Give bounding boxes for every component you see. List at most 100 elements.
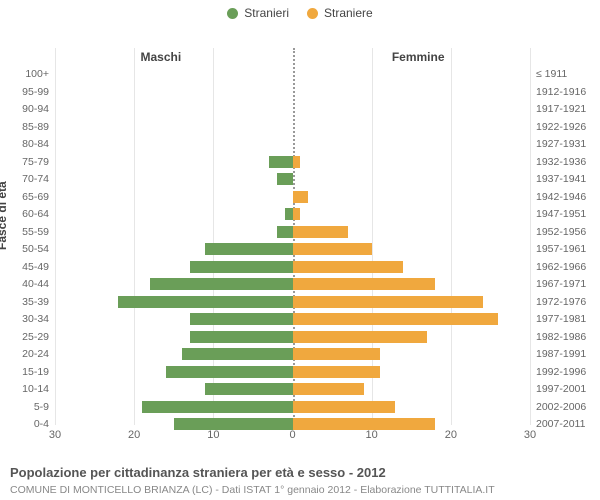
- column-header-male: Maschi: [141, 50, 182, 64]
- age-label: 70-74: [22, 171, 55, 187]
- age-label: 5-9: [34, 399, 55, 415]
- pyramid-row: 15-191992-1996: [55, 364, 530, 380]
- bar-male: [182, 348, 293, 360]
- birth-year-label: 1982-1986: [530, 329, 586, 345]
- birth-year-label: 1987-1991: [530, 346, 586, 362]
- bar-female: [293, 418, 436, 430]
- pyramid-row: 20-241987-1991: [55, 346, 530, 362]
- bar-male: [205, 383, 292, 395]
- legend: Stranieri Straniere: [0, 0, 600, 20]
- pyramid-row: 10-141997-2001: [55, 381, 530, 397]
- age-label: 35-39: [22, 294, 55, 310]
- legend-swatch-male: [227, 8, 238, 19]
- birth-year-label: 1942-1946: [530, 189, 586, 205]
- legend-item-male: Stranieri: [227, 6, 289, 20]
- birth-year-label: 1947-1951: [530, 206, 586, 222]
- age-label: 80-84: [22, 136, 55, 152]
- birth-year-label: 1937-1941: [530, 171, 586, 187]
- chart-title: Popolazione per cittadinanza straniera p…: [10, 465, 386, 480]
- age-label: 100+: [25, 66, 55, 82]
- birth-year-label: 1957-1961: [530, 241, 586, 257]
- age-label: 20-24: [22, 346, 55, 362]
- birth-year-label: 1952-1956: [530, 224, 586, 240]
- age-label: 85-89: [22, 119, 55, 135]
- bar-female: [293, 226, 348, 238]
- bar-female: [293, 313, 499, 325]
- pyramid-row: 25-291982-1986: [55, 329, 530, 345]
- pyramid-row: 50-541957-1961: [55, 241, 530, 257]
- bar-female: [293, 366, 380, 378]
- birth-year-label: 1912-1916: [530, 84, 586, 100]
- age-label: 15-19: [22, 364, 55, 380]
- birth-year-label: 1972-1976: [530, 294, 586, 310]
- bar-female: [293, 191, 309, 203]
- bar-female: [293, 243, 372, 255]
- y-axis-left-title: Fasce di età: [0, 181, 9, 250]
- chart-body: Maschi Femmine 3020100102030100+≤ 191195…: [55, 48, 530, 425]
- birth-year-label: 1997-2001: [530, 381, 586, 397]
- bar-male: [118, 296, 292, 308]
- pyramid-row: 95-991912-1916: [55, 84, 530, 100]
- bar-male: [205, 243, 292, 255]
- pyramid-row: 80-841927-1931: [55, 136, 530, 152]
- birth-year-label: 1967-1971: [530, 276, 586, 292]
- bar-male: [277, 173, 293, 185]
- legend-swatch-female: [307, 8, 318, 19]
- pyramid-row: 90-941917-1921: [55, 101, 530, 117]
- age-label: 25-29: [22, 329, 55, 345]
- birth-year-label: 1977-1981: [530, 311, 586, 327]
- column-header-female: Femmine: [392, 50, 445, 64]
- age-label: 40-44: [22, 276, 55, 292]
- bar-female: [293, 348, 380, 360]
- legend-label-male: Stranieri: [244, 6, 289, 20]
- pyramid-row: 85-891922-1926: [55, 119, 530, 135]
- pyramid-row: 60-641947-1951: [55, 206, 530, 222]
- birth-year-label: ≤ 1911: [530, 66, 567, 82]
- bar-male: [142, 401, 292, 413]
- pyramid-row: 0-42007-2011: [55, 416, 530, 432]
- pyramid-row: 55-591952-1956: [55, 224, 530, 240]
- bar-male: [190, 313, 293, 325]
- birth-year-label: 2007-2011: [530, 416, 585, 432]
- bar-male: [190, 261, 293, 273]
- bar-male: [269, 156, 293, 168]
- bar-male: [190, 331, 293, 343]
- pyramid-row: 35-391972-1976: [55, 294, 530, 310]
- bar-male: [174, 418, 293, 430]
- pyramid-row: 40-441967-1971: [55, 276, 530, 292]
- bar-female: [293, 278, 436, 290]
- age-label: 75-79: [22, 154, 55, 170]
- bar-male: [166, 366, 293, 378]
- bar-female: [293, 156, 301, 168]
- age-label: 0-4: [34, 416, 55, 432]
- pyramid-row: 100+≤ 1911: [55, 66, 530, 82]
- pyramid-row: 45-491962-1966: [55, 259, 530, 275]
- pyramid-row: 65-691942-1946: [55, 189, 530, 205]
- bar-male: [285, 208, 293, 220]
- birth-year-label: 1922-1926: [530, 119, 586, 135]
- birth-year-label: 1962-1966: [530, 259, 586, 275]
- age-label: 10-14: [22, 381, 55, 397]
- bar-female: [293, 261, 404, 273]
- bar-male: [150, 278, 293, 290]
- age-label: 90-94: [22, 101, 55, 117]
- age-label: 65-69: [22, 189, 55, 205]
- age-label: 95-99: [22, 84, 55, 100]
- age-label: 55-59: [22, 224, 55, 240]
- chart-container: Stranieri Straniere Fasce di età Anni di…: [0, 0, 600, 500]
- bar-female: [293, 208, 301, 220]
- birth-year-label: 2002-2006: [530, 399, 586, 415]
- bar-female: [293, 401, 396, 413]
- age-label: 45-49: [22, 259, 55, 275]
- legend-item-female: Straniere: [307, 6, 373, 20]
- birth-year-label: 1992-1996: [530, 364, 586, 380]
- bar-female: [293, 296, 483, 308]
- age-label: 30-34: [22, 311, 55, 327]
- bar-female: [293, 383, 364, 395]
- pyramid-row: 30-341977-1981: [55, 311, 530, 327]
- pyramid-row: 70-741937-1941: [55, 171, 530, 187]
- birth-year-label: 1927-1931: [530, 136, 586, 152]
- bar-male: [277, 226, 293, 238]
- pyramid-row: 75-791932-1936: [55, 154, 530, 170]
- legend-label-female: Straniere: [324, 6, 373, 20]
